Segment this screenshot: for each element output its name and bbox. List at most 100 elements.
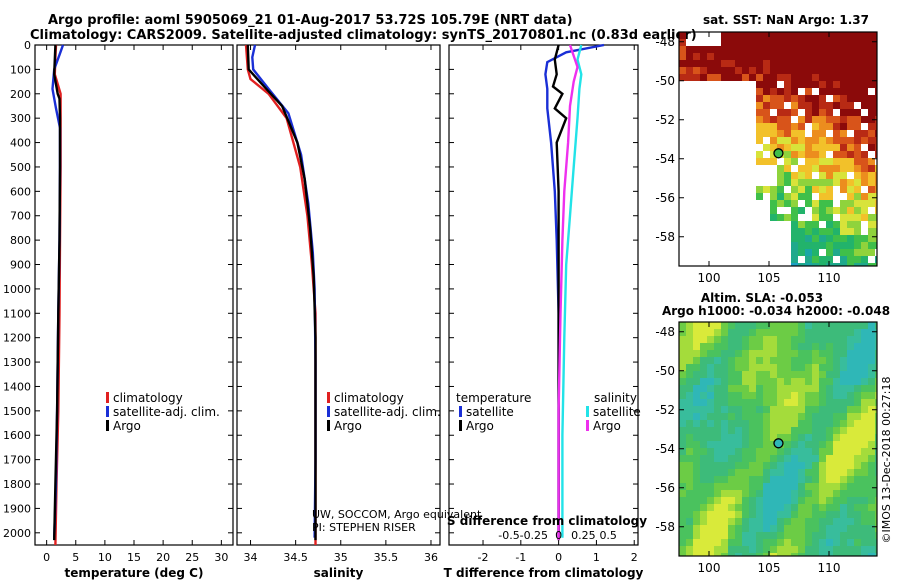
alt-map-cell bbox=[763, 329, 770, 336]
alt-map-cell bbox=[763, 434, 770, 441]
alt-map-cell bbox=[700, 420, 707, 427]
sst-map-cell bbox=[686, 46, 693, 53]
sst-map-cell bbox=[854, 130, 861, 137]
sst-map-cell bbox=[875, 256, 877, 263]
sst-map-cell bbox=[791, 207, 798, 214]
sst-map-cell bbox=[826, 67, 833, 74]
alt-map-cell bbox=[686, 364, 693, 371]
alt-map-cell bbox=[784, 385, 791, 392]
alt-map-cell bbox=[868, 497, 875, 504]
alt-map-cell bbox=[784, 441, 791, 448]
alt-map-cell bbox=[742, 553, 749, 556]
sst-map-ytick-label: -58 bbox=[655, 230, 675, 244]
sst-map-cell bbox=[784, 67, 791, 74]
alt-map-cell bbox=[714, 350, 721, 357]
alt-map-cell bbox=[749, 455, 756, 462]
sst-map-cell bbox=[784, 130, 791, 137]
sst-map-cell bbox=[854, 179, 861, 186]
alt-map-cell bbox=[714, 364, 721, 371]
alt-map-cell bbox=[742, 497, 749, 504]
alt-map-cell bbox=[735, 343, 742, 350]
alt-map-cell bbox=[840, 434, 847, 441]
sst-map-cell bbox=[826, 256, 833, 263]
sst-map-cell bbox=[868, 46, 875, 53]
sst-map-cell bbox=[833, 228, 840, 235]
sst-map-cell bbox=[861, 95, 868, 102]
alt-map-cell bbox=[854, 392, 861, 399]
alt-map-cell bbox=[749, 385, 756, 392]
sst-map-cell bbox=[854, 53, 861, 60]
alt-map-cell bbox=[693, 329, 700, 336]
sst-map-cell bbox=[875, 144, 877, 151]
alt-map-cell bbox=[763, 364, 770, 371]
alt-map-cell bbox=[756, 546, 763, 553]
sst-map-cell bbox=[854, 207, 861, 214]
sst-map-cell bbox=[868, 81, 875, 88]
alt-map-cell bbox=[770, 504, 777, 511]
alt-argo-marker bbox=[773, 438, 784, 449]
difference-xtick-label: -2 bbox=[478, 551, 489, 564]
alt-map-cell bbox=[763, 462, 770, 469]
temperature-ytick-label: 2000 bbox=[3, 527, 31, 540]
alt-map-cell bbox=[721, 476, 728, 483]
sst-map-cell bbox=[868, 242, 875, 249]
alt-map-cell bbox=[749, 392, 756, 399]
alt-map-cell bbox=[686, 546, 693, 553]
alt-map-cell bbox=[819, 497, 826, 504]
difference-xtick-label: 2 bbox=[631, 551, 638, 564]
alt-map-cell bbox=[840, 420, 847, 427]
sst-map-cell bbox=[791, 46, 798, 53]
sst-map-cell bbox=[826, 81, 833, 88]
alt-map-cell bbox=[840, 518, 847, 525]
alt-map-cell bbox=[707, 413, 714, 420]
alt-map-cell bbox=[770, 413, 777, 420]
alt-map-cell bbox=[742, 525, 749, 532]
sst-map-cell bbox=[861, 179, 868, 186]
alt-map-cell bbox=[770, 469, 777, 476]
alt-map-cell bbox=[770, 427, 777, 434]
alt-map-cell bbox=[840, 343, 847, 350]
sst-map-cell bbox=[763, 46, 770, 53]
alt-map-cell bbox=[728, 525, 735, 532]
alt-map-cell bbox=[686, 392, 693, 399]
sst-map-cell bbox=[833, 88, 840, 95]
alt-map-cell bbox=[707, 455, 714, 462]
sst-map-cell bbox=[868, 172, 875, 179]
alt-map-cell bbox=[728, 406, 735, 413]
alt-map-cell bbox=[826, 504, 833, 511]
temperature-ytick-label: 0 bbox=[24, 39, 31, 52]
alt-map-cell bbox=[819, 532, 826, 539]
alt-map-cell bbox=[735, 371, 742, 378]
alt-map-cell bbox=[700, 427, 707, 434]
sst-map-cell bbox=[833, 130, 840, 137]
sst-map-cell bbox=[861, 207, 868, 214]
sst-map-cell bbox=[819, 214, 826, 221]
alt-map-cell bbox=[763, 504, 770, 511]
alt-map-cell bbox=[700, 455, 707, 462]
alt-map-cell bbox=[833, 518, 840, 525]
alt-map-cell bbox=[777, 357, 784, 364]
sst-map-cell bbox=[819, 165, 826, 172]
sst-map-cell bbox=[840, 186, 847, 193]
alt-map-cell bbox=[847, 546, 854, 553]
alt-map-cell bbox=[847, 406, 854, 413]
sst-map-cell bbox=[784, 179, 791, 186]
sst-map-cell bbox=[812, 207, 819, 214]
alt-map-cell bbox=[861, 455, 868, 462]
alt-map-cell bbox=[707, 364, 714, 371]
sst-map-cell bbox=[847, 60, 854, 67]
alt-map-ytick-label: -52 bbox=[655, 403, 675, 417]
sst-map-xtick-label: 100 bbox=[698, 271, 721, 285]
alt-map-cell bbox=[700, 441, 707, 448]
alt-map-cell bbox=[686, 490, 693, 497]
alt-map-cell bbox=[763, 539, 770, 546]
alt-map-cell bbox=[728, 504, 735, 511]
alt-map-cell bbox=[693, 546, 700, 553]
temperature-ytick-label: 1200 bbox=[3, 332, 31, 345]
alt-map-cell bbox=[707, 511, 714, 518]
alt-map-cell bbox=[854, 399, 861, 406]
sst-map-cell bbox=[686, 74, 693, 81]
alt-map-cell bbox=[819, 448, 826, 455]
alt-map-cell bbox=[833, 483, 840, 490]
